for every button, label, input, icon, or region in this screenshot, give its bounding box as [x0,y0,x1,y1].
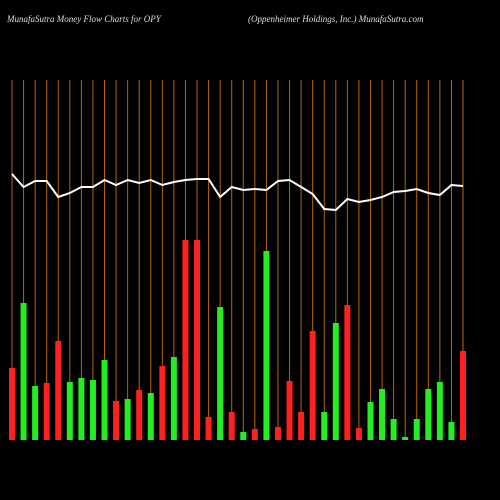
bar [182,240,189,440]
bar [367,402,374,440]
bar [298,412,305,440]
chart-subtitle: (Oppenheimer Holdings, Inc.) MunafaSutra… [248,14,424,24]
bar [78,378,85,440]
bar [436,382,443,440]
bar [240,432,247,440]
bar [89,380,96,440]
bar [136,390,143,440]
bar [379,389,386,440]
bar [251,429,258,440]
bar [194,240,201,440]
bar [228,412,235,440]
bar [9,368,15,440]
bar [344,305,351,440]
bar [55,341,62,440]
bar [170,357,177,440]
bar [147,393,154,440]
bar [217,307,224,440]
bar [390,419,397,440]
bar [274,427,281,440]
bar [32,386,39,440]
bar [124,399,131,440]
bar [332,323,339,440]
bar [101,360,108,440]
bar [43,383,50,440]
bar [402,437,409,440]
trend-line [11,173,464,212]
bar [159,366,166,440]
bar [263,251,270,440]
bar [413,419,420,440]
bar [460,351,466,440]
bar [309,331,316,440]
bar [321,412,328,440]
bar [20,303,27,440]
bar [286,381,293,440]
bar [355,428,362,440]
bar [425,389,432,440]
bar [448,422,455,440]
bar [113,401,120,440]
bar [205,417,212,440]
chart-title: MunafaSutra Money Flow Charts for OPY [6,14,162,24]
bar [66,382,73,440]
